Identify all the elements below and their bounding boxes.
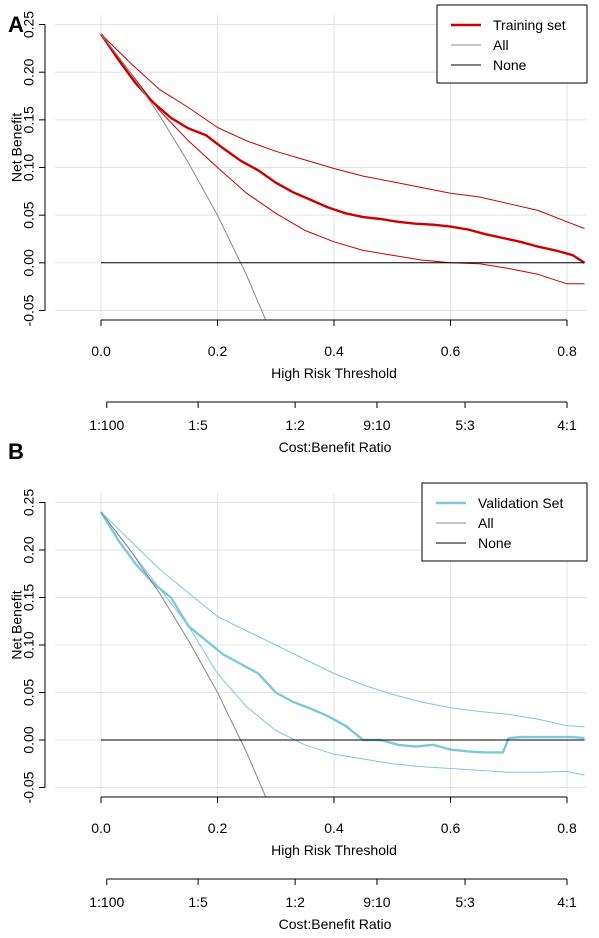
x-tick-label: 0.0: [91, 343, 111, 359]
x-tick-label: 0.8: [557, 820, 577, 836]
cost-benefit-tick-label: 4:1: [557, 417, 577, 433]
x-tick-label: 0.2: [208, 343, 228, 359]
series-line-upper-ci: [100, 511, 585, 728]
cost-benefit-tick-label: 1:100: [89, 894, 124, 910]
series-lines: [100, 33, 586, 320]
x-tick-label: 0.6: [441, 820, 461, 836]
cost-benefit-tick-label: 5:3: [455, 894, 475, 910]
y-tick-label: 0.25: [21, 489, 37, 516]
y-tick-label: 0.10: [21, 631, 37, 658]
y-tick-label: 0.00: [21, 726, 37, 753]
y-tick-label: -0.05: [21, 294, 37, 326]
x-axis-title: High Risk Threshold: [271, 365, 397, 381]
cost-benefit-tick-label: 4:1: [557, 894, 577, 910]
y-tick-label: 0.00: [21, 249, 37, 276]
x-tick-label: 0.4: [324, 343, 344, 359]
y-tick-label: 0.20: [21, 58, 37, 85]
y-tick-label: 0.25: [21, 11, 37, 38]
legend-label: None: [478, 535, 512, 551]
x-axis: 0.0 0.2 0.4 0.6 0.8 High Risk Threshold: [91, 319, 577, 381]
legend-label: All: [478, 515, 494, 531]
series-line-lower-ci: [100, 511, 585, 776]
series-line-model: [99, 511, 585, 754]
series-line-upper-ci: [100, 33, 585, 229]
legend-box: [421, 482, 588, 562]
series-line-treat-all: [100, 511, 267, 797]
y-axis: -0.05 0.00 0.05 0.10 0.15 0.20 0.25 Net Benefit: [9, 489, 46, 803]
series-line-model: [100, 33, 586, 264]
cost-benefit-tick-label: 1:5: [188, 417, 208, 433]
cost-benefit-tick-label: 9:10: [363, 417, 390, 433]
panel-letter: A: [8, 12, 24, 37]
cost-benefit-tick-label: 9:10: [363, 894, 390, 910]
cost-benefit-tick-label: 1:2: [285, 417, 305, 433]
y-axis-title: Net Benefit: [9, 113, 25, 182]
series-line-treat-all: [100, 33, 267, 320]
x-axis-title: High Risk Threshold: [271, 842, 397, 858]
y-tick-label: 0.20: [21, 536, 37, 563]
legend-box: [436, 4, 588, 84]
x-tick-label: 0.0: [91, 820, 111, 836]
cost-benefit-axis: 1:100 1:5 1:2 9:10 5:3 4:1 Cost:Benefit Ratio: [89, 878, 577, 932]
y-tick-label: 0.15: [21, 584, 37, 611]
legend: Validation Set All None: [421, 482, 588, 562]
x-axis: 0.0 0.2 0.4 0.6 0.8 High Risk Threshold: [91, 796, 577, 858]
panel-letter: B: [8, 439, 24, 464]
cost-benefit-tick-label: 5:3: [455, 417, 475, 433]
cost-benefit-axis: 1:100 1:5 1:2 9:10 5:3 4:1 Cost:Benefit Ratio: [89, 401, 577, 455]
chart-panel-a: -0.05 0.00 0.05 0.10 0.15 0.20 0.25 Net Benefit…: [8, 4, 588, 455]
y-tick-label: -0.05: [21, 771, 37, 803]
legend: Training set All None: [436, 4, 588, 84]
cost-benefit-tick-label: 1:100: [89, 417, 124, 433]
y-tick-label: 0.05: [21, 679, 37, 706]
x-tick-label: 0.2: [208, 820, 228, 836]
y-axis-title: Net Benefit: [9, 590, 25, 659]
cost-benefit-axis-title: Cost:Benefit Ratio: [279, 916, 392, 932]
x-tick-label: 0.8: [557, 343, 577, 359]
cost-benefit-tick-label: 1:5: [188, 894, 208, 910]
y-axis: -0.05 0.00 0.05 0.10 0.15 0.20 0.25 Net Benefit: [9, 11, 46, 326]
y-tick-label: 0.15: [21, 106, 37, 133]
y-tick-label: 0.10: [21, 154, 37, 181]
legend-label: None: [493, 57, 527, 73]
legend-label: All: [493, 37, 509, 53]
series-lines: [99, 511, 585, 797]
cost-benefit-axis-title: Cost:Benefit Ratio: [279, 439, 392, 455]
cost-benefit-tick-label: 1:2: [285, 894, 305, 910]
y-tick-label: 0.05: [21, 201, 37, 228]
chart-panel-b: -0.05 0.00 0.05 0.10 0.15 0.20 0.25 Net Benefit…: [8, 439, 588, 932]
x-tick-label: 0.6: [441, 343, 461, 359]
legend-label: Validation Set: [478, 495, 563, 511]
series-line-lower-ci: [100, 33, 585, 285]
x-tick-label: 0.4: [324, 820, 344, 836]
legend-label: Training set: [493, 17, 566, 33]
